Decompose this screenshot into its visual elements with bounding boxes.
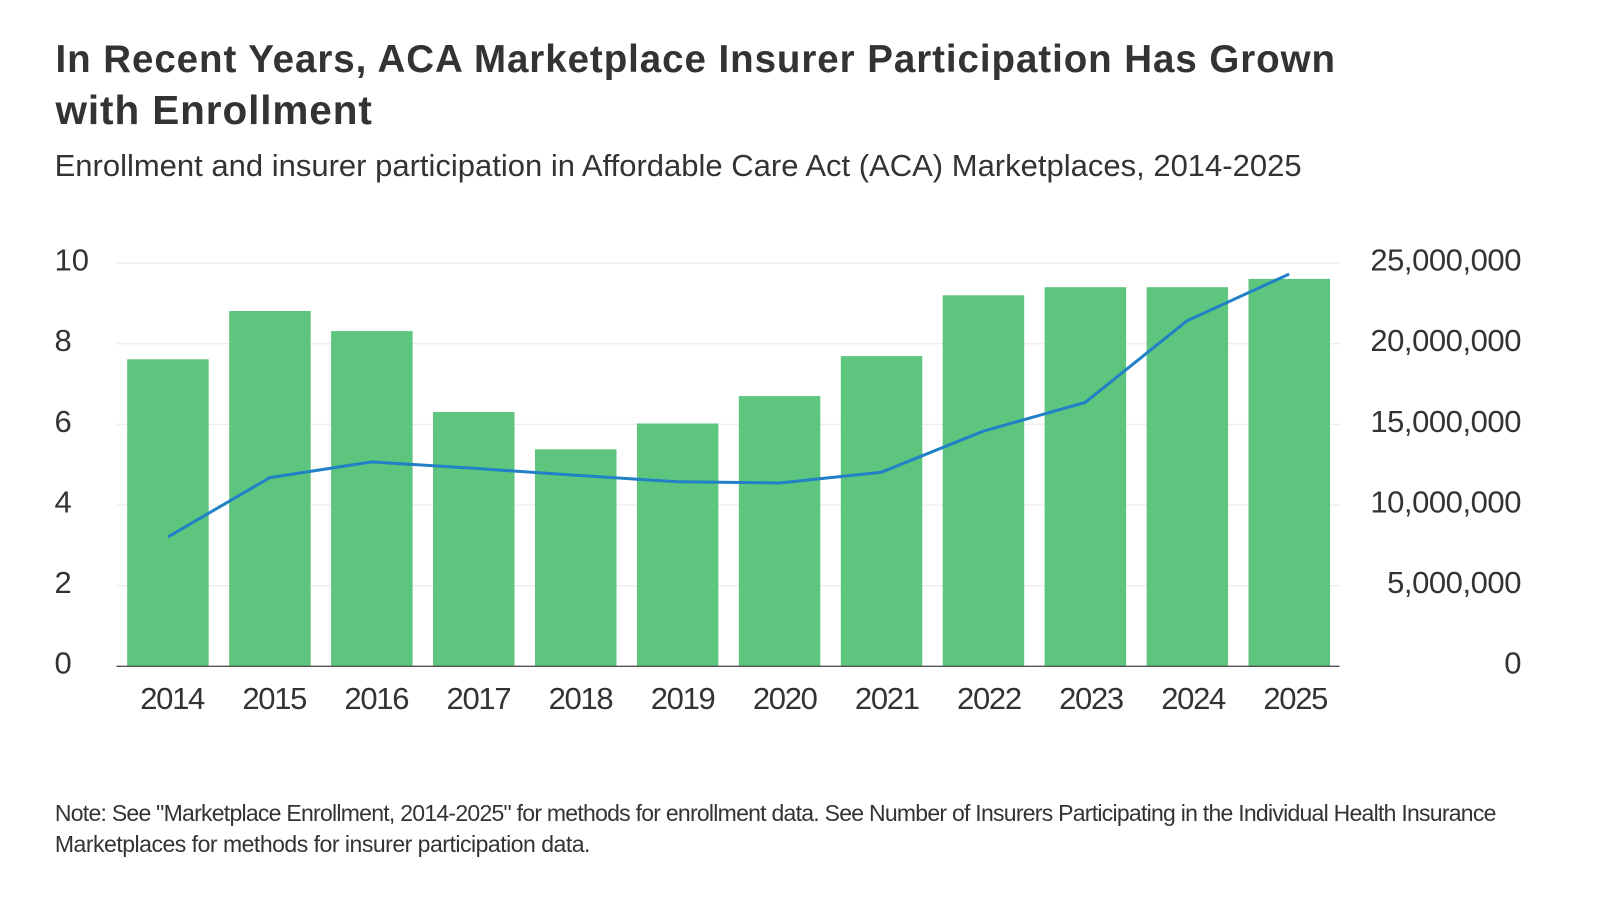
svg-text:2015: 2015 [242,681,306,716]
svg-text:2016: 2016 [344,681,408,716]
svg-text:10,000,000: 10,000,000 [1370,484,1521,519]
svg-text:15,000,000: 15,000,000 [1370,404,1521,439]
svg-text:2017: 2017 [447,681,511,716]
svg-text:2014: 2014 [140,681,205,716]
svg-text:2020: 2020 [753,681,818,716]
svg-text:2022: 2022 [957,681,1021,716]
svg-text:8: 8 [55,323,72,358]
svg-text:6: 6 [55,404,72,439]
svg-text:2019: 2019 [651,681,715,716]
svg-text:2021: 2021 [855,681,919,716]
svg-text:20,000,000: 20,000,000 [1370,323,1521,358]
svg-text:2: 2 [55,565,72,600]
svg-text:0: 0 [1504,646,1521,681]
svg-text:25,000,000: 25,000,000 [1370,243,1521,278]
svg-text:4: 4 [55,484,72,519]
svg-text:2018: 2018 [549,681,613,716]
svg-text:0: 0 [55,646,72,681]
svg-text:2024: 2024 [1161,681,1226,716]
svg-text:2025: 2025 [1263,681,1327,716]
svg-text:10: 10 [55,243,89,278]
svg-text:5,000,000: 5,000,000 [1387,565,1521,600]
svg-text:2023: 2023 [1059,681,1123,716]
